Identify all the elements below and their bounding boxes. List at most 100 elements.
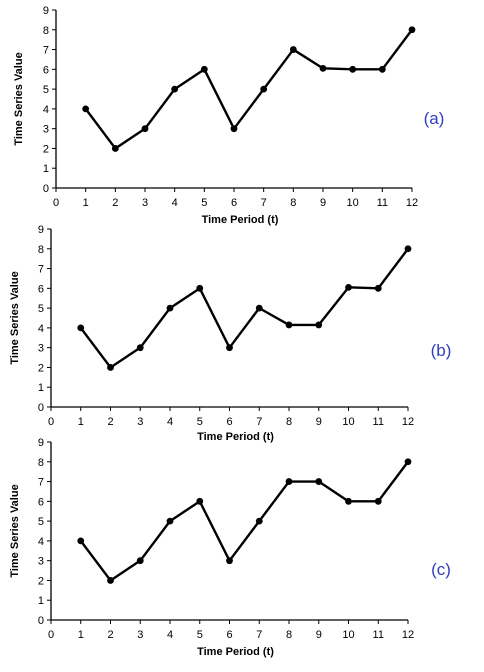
- data-point: [404, 245, 412, 253]
- y-axis-title: Time Series Value: [13, 52, 25, 145]
- x-tick-label: 12: [402, 416, 414, 428]
- data-point: [200, 65, 208, 73]
- y-tick-label: 4: [38, 536, 44, 548]
- data-point: [196, 497, 204, 505]
- x-axis-title: Time Period (t): [197, 646, 274, 658]
- x-tick-label: 8: [286, 629, 292, 641]
- y-tick-label: 5: [43, 84, 49, 96]
- x-tick-label: 0: [53, 197, 59, 209]
- x-tick-label: 5: [197, 416, 203, 428]
- y-tick-label: 3: [38, 556, 44, 568]
- data-point: [111, 145, 119, 152]
- data-point: [77, 324, 85, 332]
- data-point: [226, 344, 233, 352]
- data-point: [196, 284, 204, 292]
- y-tick-label: 0: [43, 183, 49, 195]
- y-tick-label: 5: [38, 303, 44, 315]
- y-tick-label: 0: [38, 402, 44, 414]
- data-point: [107, 364, 114, 371]
- series-line: [84, 29, 413, 150]
- x-tick-label: 10: [342, 629, 354, 641]
- x-tick-label: 6: [226, 416, 232, 428]
- data-point: [136, 557, 144, 565]
- x-tick-label: 9: [320, 197, 326, 209]
- data-point: [378, 65, 386, 73]
- y-tick-label: 6: [38, 283, 44, 295]
- data-point: [349, 65, 357, 73]
- data-point: [171, 85, 179, 93]
- x-tick-label: 1: [78, 629, 84, 641]
- y-tick-label: 5: [38, 516, 44, 528]
- x-tick-label: 1: [83, 197, 89, 209]
- y-tick-label: 7: [43, 45, 49, 57]
- data-point: [260, 85, 268, 93]
- x-tick-label: 3: [137, 416, 143, 428]
- data-point: [230, 125, 238, 133]
- y-tick-label: 3: [38, 343, 44, 355]
- x-tick-label: 4: [167, 416, 173, 428]
- y-axis-title: Time Series Value: [9, 484, 21, 577]
- y-tick-label: 8: [38, 457, 44, 469]
- x-tick-label: 4: [167, 629, 173, 641]
- y-tick-label: 9: [38, 437, 44, 449]
- panel-label: (b): [431, 341, 452, 360]
- x-tick-label: 9: [316, 416, 322, 428]
- data-point: [408, 26, 416, 34]
- y-tick-label: 9: [38, 224, 44, 236]
- y-tick-label: 9: [43, 5, 49, 17]
- panel-label: (a): [424, 109, 445, 128]
- x-tick-label: 12: [406, 197, 418, 209]
- x-tick-label: 7: [256, 629, 262, 641]
- data-point: [345, 283, 352, 291]
- x-tick-label: 11: [377, 197, 388, 209]
- x-tick-label: 2: [107, 629, 113, 641]
- series-line: [79, 248, 409, 369]
- y-tick-label: 7: [38, 264, 44, 276]
- data-point: [226, 557, 233, 565]
- x-tick-label: 0: [48, 416, 54, 428]
- y-tick-label: 2: [38, 362, 44, 374]
- x-tick-label: 2: [112, 197, 118, 209]
- data-point: [255, 304, 263, 312]
- x-tick-label: 10: [342, 416, 354, 428]
- data-point: [141, 125, 149, 133]
- y-tick-label: 6: [38, 496, 44, 508]
- x-tick-label: 6: [231, 197, 237, 209]
- y-tick-label: 4: [38, 323, 44, 335]
- x-tick-label: 12: [402, 629, 414, 641]
- x-tick-label: 2: [107, 416, 113, 428]
- x-tick-label: 3: [142, 197, 148, 209]
- data-point: [166, 517, 174, 525]
- y-axis-title: Time Series Value: [9, 271, 21, 364]
- x-tick-label: 7: [261, 197, 267, 209]
- data-point: [374, 497, 382, 505]
- data-point: [166, 304, 174, 312]
- data-point: [255, 517, 263, 525]
- y-tick-label: 2: [38, 575, 44, 587]
- data-point: [319, 64, 327, 72]
- x-tick-label: 5: [201, 197, 207, 209]
- panel-label: (c): [431, 560, 451, 579]
- data-point: [285, 321, 293, 329]
- y-tick-label: 8: [38, 244, 44, 256]
- x-tick-label: 4: [172, 197, 178, 209]
- data-point: [82, 105, 90, 113]
- x-tick-label: 9: [316, 629, 322, 641]
- y-tick-label: 7: [38, 477, 44, 489]
- x-tick-label: 5: [197, 629, 203, 641]
- data-point: [285, 478, 293, 485]
- x-tick-label: 11: [373, 416, 384, 428]
- x-tick-label: 6: [226, 629, 232, 641]
- x-tick-label: 10: [347, 197, 359, 209]
- data-point: [315, 478, 323, 485]
- y-tick-label: 8: [43, 25, 49, 37]
- x-axis-title: Time Period (t): [202, 214, 279, 226]
- y-tick-label: 1: [43, 163, 49, 175]
- x-tick-label: 1: [78, 416, 84, 428]
- data-point: [404, 458, 412, 466]
